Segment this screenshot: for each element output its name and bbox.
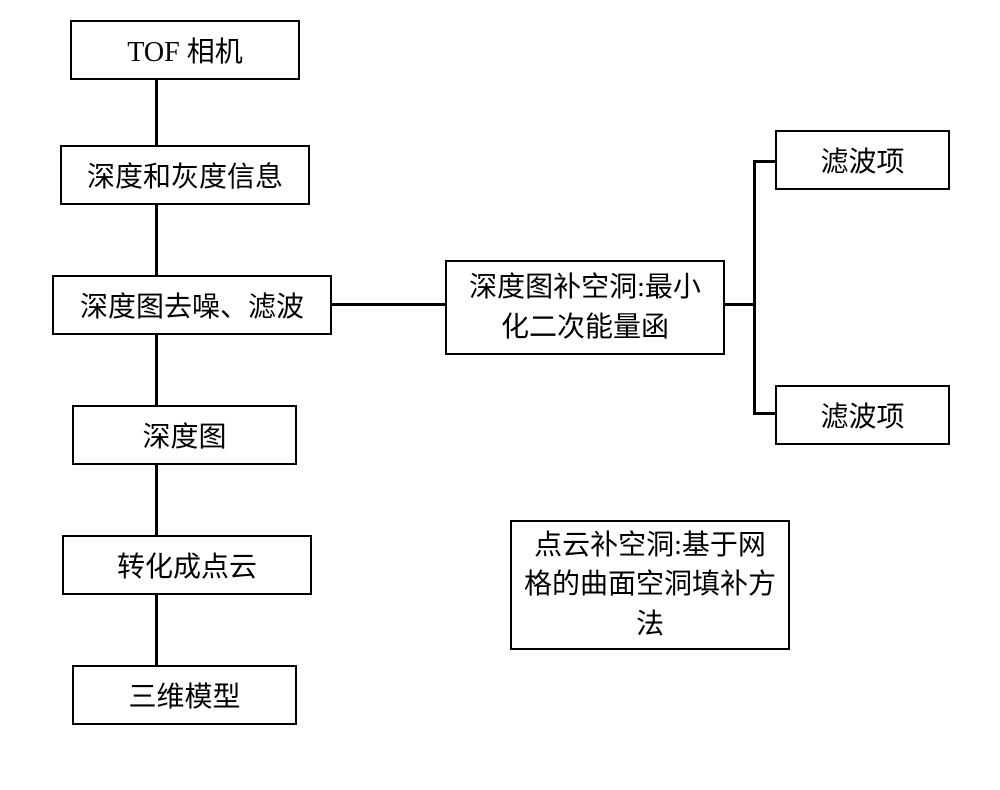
node-label: 转化成点云 [117,545,257,585]
node-label: 深度图补空洞:最小化二次能量函 [459,268,711,346]
edge-n7-junction [725,303,755,306]
node-depth-map: 深度图 [72,405,297,465]
node-label: 深度图去噪、滤波 [80,285,304,325]
edge-n5-n6 [155,595,158,665]
edge-to-n9 [753,412,775,415]
node-label: 点云补空洞:基于网格的曲面空洞填补方法 [524,526,776,644]
node-pointcloud-hole-fill: 点云补空洞:基于网格的曲面空洞填补方法 [510,520,790,650]
edge-junction-down [753,303,756,415]
node-filter-term-bottom: 滤波项 [775,385,950,445]
node-label: TOF 相机 [127,30,242,70]
node-label: 滤波项 [820,140,904,180]
node-depth-denoise-filter: 深度图去噪、滤波 [52,275,332,335]
node-convert-pointcloud: 转化成点云 [62,535,312,595]
edge-n3-n7 [332,303,445,306]
edge-n3-n4 [155,335,158,405]
edge-n1-n2 [155,80,158,145]
node-3d-model: 三维模型 [72,665,297,725]
node-depth-gray-info: 深度和灰度信息 [60,145,310,205]
node-tof-camera: TOF 相机 [70,20,300,80]
node-label: 滤波项 [820,395,904,435]
node-label: 三维模型 [128,675,240,715]
node-depth-hole-fill: 深度图补空洞:最小化二次能量函 [445,260,725,355]
node-filter-term-top: 滤波项 [775,130,950,190]
edge-n2-n3 [155,205,158,275]
node-label: 深度图 [142,415,226,455]
edge-junction-up [753,160,756,306]
edge-n4-n5 [155,465,158,535]
node-label: 深度和灰度信息 [87,155,283,195]
edge-to-n8 [753,160,775,163]
